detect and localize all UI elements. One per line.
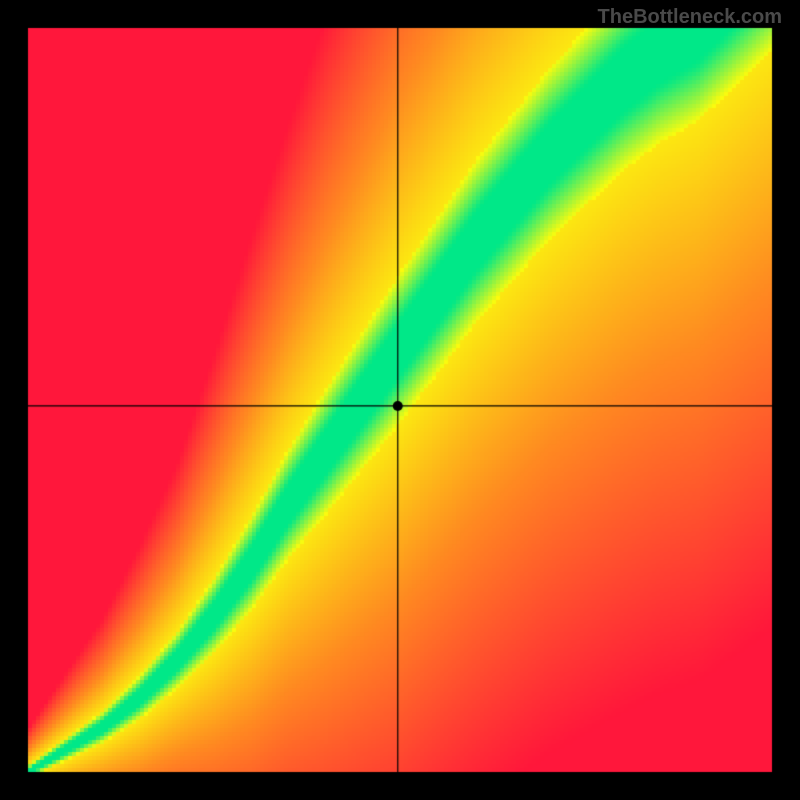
watermark-text: TheBottleneck.com: [598, 6, 782, 29]
bottleneck-heatmap: [0, 0, 800, 800]
